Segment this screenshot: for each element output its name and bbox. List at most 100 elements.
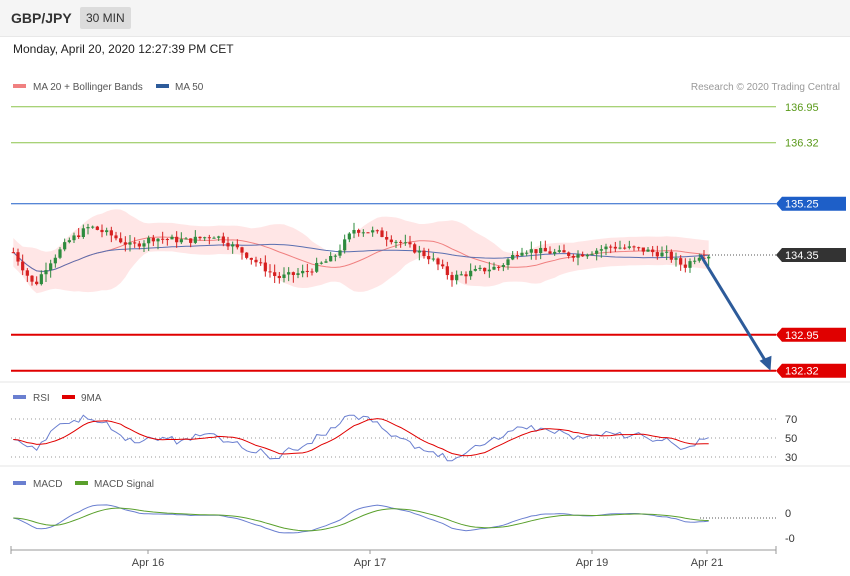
candle-body — [380, 230, 384, 238]
candle-body — [399, 241, 403, 243]
candle-body — [567, 252, 571, 256]
candle-body — [30, 275, 34, 282]
ma20-legend-swatch — [13, 84, 26, 88]
candle-body — [679, 258, 683, 265]
candle-body — [245, 252, 249, 258]
candle-body — [697, 257, 701, 261]
candle-body — [203, 237, 207, 239]
macd-level-label: -0 — [785, 533, 795, 545]
candlesticks — [11, 222, 711, 287]
timeframe-button[interactable]: 30 MIN — [80, 7, 131, 29]
candle-body — [487, 269, 491, 272]
price-level-label: 134.35 — [785, 250, 819, 262]
candle-body — [58, 249, 62, 258]
price-level-tag — [776, 248, 846, 262]
candle-body — [525, 252, 529, 254]
x-axis-tick-label: Apr 17 — [354, 557, 386, 569]
candle-body — [707, 256, 711, 259]
candle-body — [632, 246, 636, 248]
candle-body — [576, 254, 580, 258]
candle-body — [590, 253, 594, 255]
candle-body — [562, 250, 566, 253]
candle-body — [674, 258, 678, 260]
candle-body — [427, 256, 431, 260]
research-credit: Research © 2020 Trading Central — [691, 82, 840, 93]
candle-body — [371, 230, 375, 233]
price-level-tag — [776, 196, 846, 211]
candle-body — [343, 239, 347, 251]
candle-body — [254, 259, 258, 263]
rsi-level-label: 50 — [785, 433, 797, 445]
price-level-tag — [776, 327, 846, 342]
candle-body — [478, 267, 482, 269]
candle-body — [688, 261, 692, 268]
candle-body — [100, 229, 104, 233]
macd-signal-legend-swatch — [75, 481, 88, 485]
candle-body — [301, 270, 305, 274]
candle-body — [599, 249, 603, 251]
candle-body — [179, 239, 183, 243]
candle-body — [333, 255, 337, 257]
candle-body — [613, 246, 617, 249]
candle-body — [170, 236, 174, 240]
candle-body — [212, 237, 216, 239]
rsi-pane: 70 50 30 — [11, 414, 797, 464]
candle-body — [226, 242, 230, 247]
candle-body — [375, 230, 379, 232]
ma20-legend-label: MA 20 + Bollinger Bands — [33, 82, 143, 93]
candle-body — [137, 243, 141, 247]
candle-body — [520, 252, 524, 256]
candle-body — [366, 232, 370, 234]
candle-body — [683, 264, 687, 268]
candle-body — [282, 274, 286, 279]
candle-body — [669, 251, 673, 260]
rsi-legend-swatch — [13, 395, 26, 399]
macd-legend-label: MACD — [33, 479, 62, 490]
candle-body — [651, 249, 655, 253]
rsi-line — [13, 414, 709, 462]
candle-body — [109, 230, 113, 236]
x-axis: Apr 16 Apr 17 Apr 19 Apr 21 — [10, 546, 777, 569]
candle-body — [581, 254, 585, 257]
candle-body — [445, 266, 449, 276]
candle-body — [422, 250, 426, 257]
candle-body — [156, 238, 160, 242]
chart-datetime: Monday, April 20, 2020 12:27:39 PM CET — [13, 42, 234, 56]
x-axis-tick-label: Apr 19 — [576, 557, 608, 569]
rsi-ma-legend-swatch — [62, 395, 75, 399]
candle-body — [431, 258, 435, 260]
candle-body — [413, 244, 417, 253]
candle-body — [72, 235, 76, 241]
candle-body — [511, 254, 515, 260]
candle-body — [571, 255, 575, 258]
candle-body — [623, 247, 627, 249]
candle-body — [268, 271, 272, 273]
candle-body — [618, 247, 622, 249]
candle-body — [39, 274, 43, 285]
candle-body — [53, 257, 57, 264]
candle-body — [655, 252, 659, 257]
candle-body — [123, 242, 127, 245]
symbol-title: GBP/JPY — [11, 10, 72, 26]
forecast-arrow-shaft — [699, 254, 768, 364]
candle-body — [193, 236, 197, 243]
macd-signal-legend-label: MACD Signal — [94, 479, 154, 490]
candle-body — [464, 274, 468, 277]
candle-body — [329, 255, 333, 262]
candle-body — [548, 251, 552, 254]
candle-body — [147, 237, 151, 244]
candle-body — [501, 265, 505, 267]
candle-body — [539, 247, 543, 254]
rsi-ma-legend-label: 9MA — [81, 393, 102, 404]
candle-body — [627, 246, 631, 248]
candle-body — [352, 229, 356, 234]
candle-body — [595, 250, 599, 254]
candle-body — [25, 270, 29, 276]
candle-body — [529, 249, 533, 253]
candle-body — [357, 229, 361, 233]
candle-body — [263, 262, 267, 272]
candle-body — [207, 237, 211, 239]
candle-body — [385, 237, 389, 240]
price-level-label: 136.95 — [785, 102, 819, 114]
